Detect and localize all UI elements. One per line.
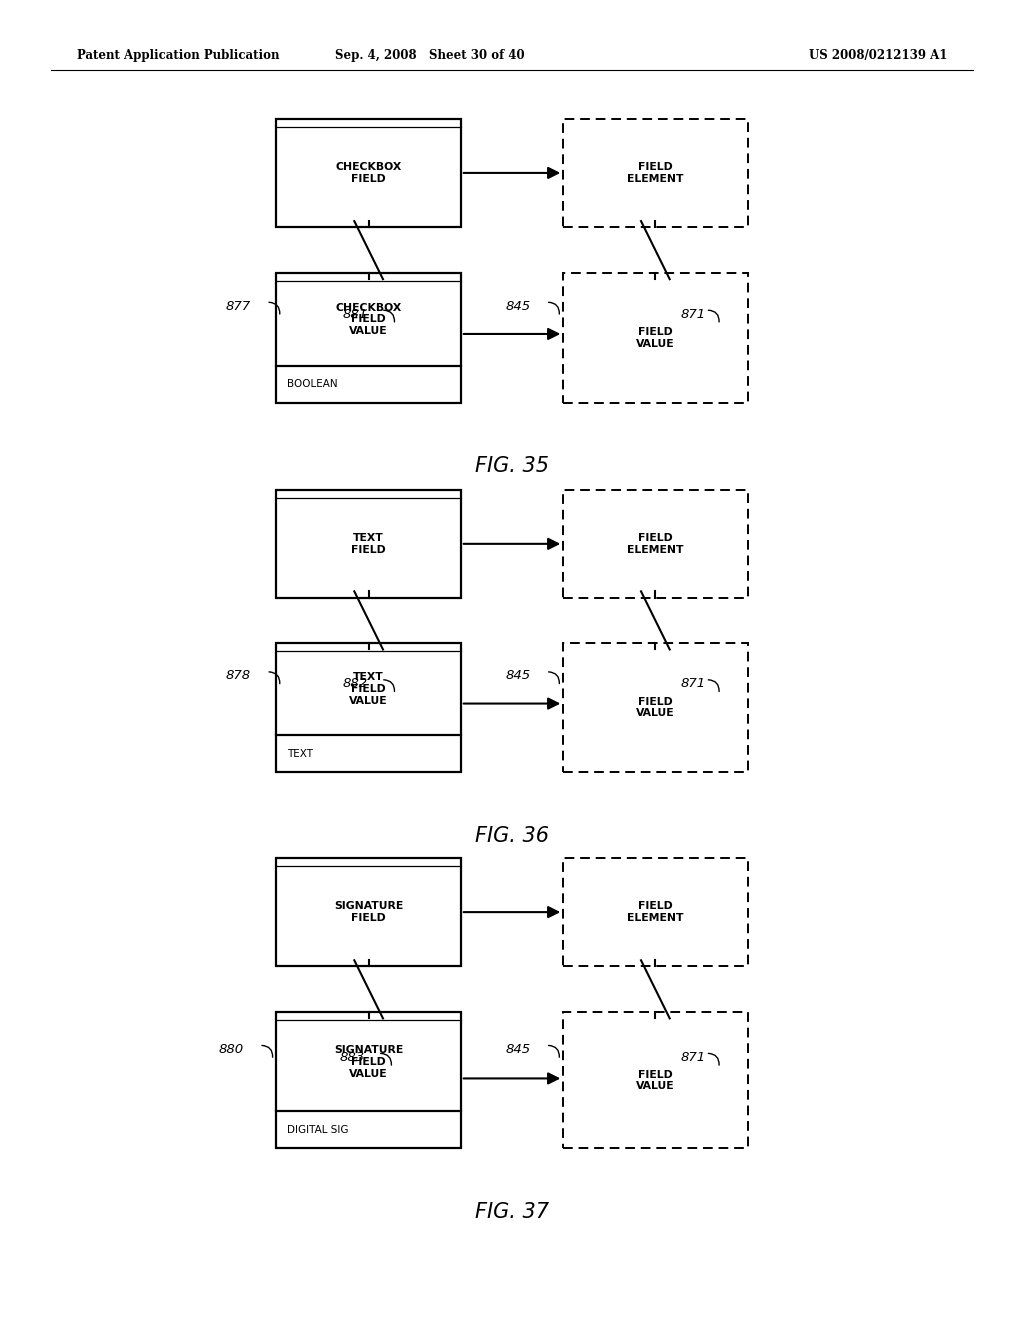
Text: FIELD
ELEMENT: FIELD ELEMENT [627, 902, 684, 923]
Bar [563, 1012, 748, 1148]
Text: TEXT
FIELD
VALUE: TEXT FIELD VALUE [349, 672, 388, 706]
Text: 871: 871 [681, 308, 707, 321]
Bar [276, 858, 461, 966]
Text: BOOLEAN: BOOLEAN [287, 379, 337, 389]
Text: 845: 845 [505, 669, 530, 682]
Bar [276, 1012, 461, 1148]
Text: FIELD
ELEMENT: FIELD ELEMENT [627, 533, 684, 554]
Text: FIG. 36: FIG. 36 [475, 825, 549, 846]
Bar [276, 858, 461, 966]
Text: FIELD
ELEMENT: FIELD ELEMENT [627, 162, 684, 183]
Bar [276, 643, 461, 772]
Text: SIGNATURE
FIELD
VALUE: SIGNATURE FIELD VALUE [334, 1045, 403, 1078]
Text: 877: 877 [225, 300, 251, 313]
Bar [563, 643, 748, 772]
Bar [276, 1012, 461, 1148]
Bar [563, 490, 748, 598]
Text: 878: 878 [225, 669, 251, 682]
Text: FIELD
VALUE: FIELD VALUE [636, 327, 675, 348]
Bar [563, 858, 748, 966]
Text: TEXT: TEXT [287, 748, 312, 759]
Text: 871: 871 [681, 677, 707, 690]
Text: DIGITAL SIG: DIGITAL SIG [287, 1125, 348, 1135]
Text: US 2008/0212139 A1: US 2008/0212139 A1 [809, 49, 947, 62]
Text: Sep. 4, 2008   Sheet 30 of 40: Sep. 4, 2008 Sheet 30 of 40 [335, 49, 525, 62]
Text: 845: 845 [505, 1043, 530, 1056]
Text: 883: 883 [340, 1051, 366, 1064]
Text: SIGNATURE
FIELD: SIGNATURE FIELD [334, 902, 403, 923]
Bar [276, 119, 461, 227]
Text: FIELD
VALUE: FIELD VALUE [636, 1069, 675, 1092]
Text: 845: 845 [505, 300, 530, 313]
Text: Patent Application Publication: Patent Application Publication [77, 49, 280, 62]
Bar [276, 273, 461, 403]
Bar [276, 643, 461, 772]
Bar [276, 119, 461, 227]
Text: CHECKBOX
FIELD: CHECKBOX FIELD [336, 162, 401, 183]
Text: 882: 882 [343, 677, 369, 690]
Text: 880: 880 [218, 1043, 244, 1056]
Text: FIG. 35: FIG. 35 [475, 455, 549, 477]
Text: 881: 881 [343, 308, 369, 321]
Text: FIELD
VALUE: FIELD VALUE [636, 697, 675, 718]
Text: TEXT
FIELD: TEXT FIELD [351, 533, 386, 554]
Bar [276, 490, 461, 598]
Bar [276, 273, 461, 403]
Text: FIG. 37: FIG. 37 [475, 1201, 549, 1222]
Bar [563, 119, 748, 227]
Bar [276, 490, 461, 598]
Bar [563, 273, 748, 403]
Text: 871: 871 [681, 1051, 707, 1064]
Text: CHECKBOX
FIELD
VALUE: CHECKBOX FIELD VALUE [336, 302, 401, 337]
